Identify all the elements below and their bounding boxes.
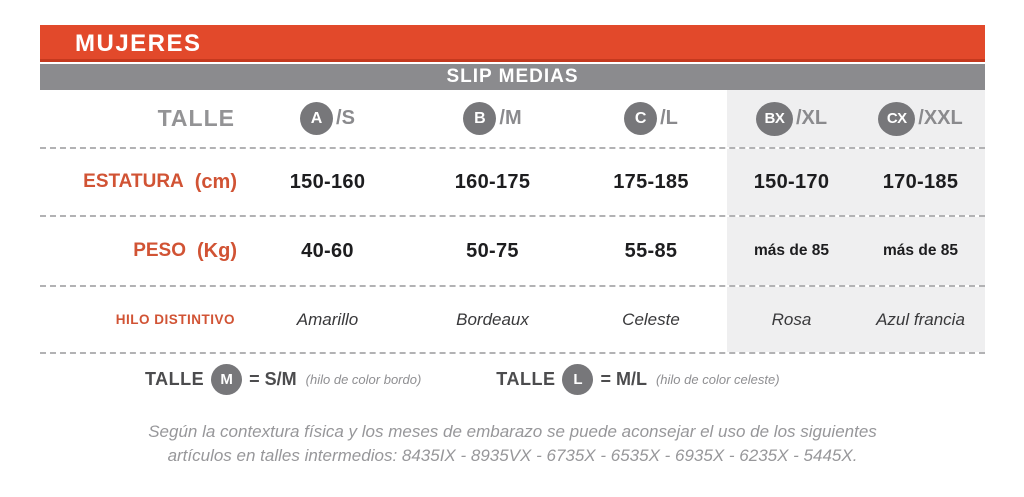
legend-note: (hilo de color celeste) — [655, 371, 780, 387]
size-suffix: /XL — [795, 107, 828, 129]
hilo-value-c: Celeste — [622, 309, 680, 329]
hilo-value-bx: Rosa — [727, 287, 856, 352]
estatura-value-b: 160-175 — [454, 170, 531, 193]
size-badge-l: L — [562, 363, 594, 395]
legend-item-m: TALLE M = S/M (hilo de color bordo) — [145, 363, 422, 395]
women-header-band: MUJERES — [40, 25, 985, 62]
legend-note: (hilo de color bordo) — [305, 371, 422, 387]
size-badge-m: M — [211, 363, 243, 395]
size-legend: TALLE M = S/M (hilo de color bordo) TALL… — [40, 352, 985, 404]
estatura-value-bx: 150-170 — [727, 149, 856, 215]
size-suffix: /L — [660, 107, 678, 129]
hilo-value-b: Bordeaux — [456, 309, 529, 329]
size-chart: MUJERES SLIP MEDIAS TALLE A /S B /M C /L… — [40, 25, 985, 468]
estatura-value-c: 175-185 — [613, 170, 689, 193]
peso-value-a: 40-60 — [301, 239, 354, 262]
legend-prefix: TALLE — [145, 368, 205, 389]
row-unit: (cm) — [194, 170, 237, 193]
hilo-value-cx: Azul francia — [856, 287, 985, 352]
legend-prefix: TALLE — [496, 368, 556, 389]
size-suffix: /XXL — [918, 107, 963, 129]
peso-value-bx: más de 85 — [727, 217, 856, 285]
row-label-estatura: ESTATURA (cm) — [40, 149, 245, 215]
legend-equivalence: = S/M — [249, 368, 297, 389]
row-unit: (Kg) — [197, 239, 237, 262]
size-badge-bx: BX — [755, 101, 793, 136]
size-suffix: /S — [336, 107, 355, 129]
advisory-note-line2: artículos en talles intermedios: 8435IX … — [167, 445, 858, 465]
legend-item-l: TALLE L = M/L (hilo de color celeste) — [496, 363, 780, 395]
peso-value-cx: más de 85 — [856, 217, 985, 285]
column-header-b: B /M — [410, 90, 575, 147]
size-badge-c: C — [624, 102, 658, 135]
column-header-bx: BX /XL — [727, 90, 856, 147]
size-badge-cx: CX — [878, 101, 916, 136]
size-badge-b: B — [463, 102, 497, 135]
corner-label: TALLE — [157, 105, 235, 131]
row-label-peso: PESO (Kg) — [40, 217, 245, 285]
table-header-row: TALLE A /S B /M C /L BX /XL CX /XXL — [40, 90, 985, 147]
advisory-note: Según la contextura física y los meses d… — [40, 420, 985, 468]
product-header-band: SLIP MEDIAS — [40, 64, 985, 90]
table-row-estatura: ESTATURA (cm) 150-160 160-175 175-185 15… — [40, 147, 985, 215]
column-header-c: C /L — [575, 90, 727, 147]
column-header-cx: CX /XXL — [856, 90, 985, 147]
row-label-text: PESO — [133, 240, 187, 261]
peso-value-b: 50-75 — [466, 239, 519, 262]
advisory-note-line1: Según la contextura física y los meses d… — [148, 422, 877, 441]
peso-value-c: 55-85 — [624, 239, 678, 262]
page-title: MUJERES — [75, 29, 202, 57]
row-label-hilo: HILO DISTINTIVO — [40, 287, 245, 352]
row-label-text: ESTATURA — [83, 171, 184, 192]
product-subtitle: SLIP MEDIAS — [446, 66, 579, 87]
legend-equivalence: = M/L — [600, 368, 647, 389]
size-suffix: /M — [499, 107, 522, 129]
table-row-hilo: HILO DISTINTIVO Amarillo Bordeaux Celest… — [40, 285, 985, 352]
size-badge-a: A — [300, 102, 334, 135]
estatura-value-cx: 170-185 — [856, 149, 985, 215]
row-label-text: HILO DISTINTIVO — [115, 312, 235, 327]
estatura-value-a: 150-160 — [289, 170, 366, 193]
hilo-value-a: Amarillo — [296, 309, 359, 329]
table-row-peso: PESO (Kg) 40-60 50-75 55-85 más de 85 má… — [40, 215, 985, 285]
column-header-a: A /S — [245, 90, 410, 147]
